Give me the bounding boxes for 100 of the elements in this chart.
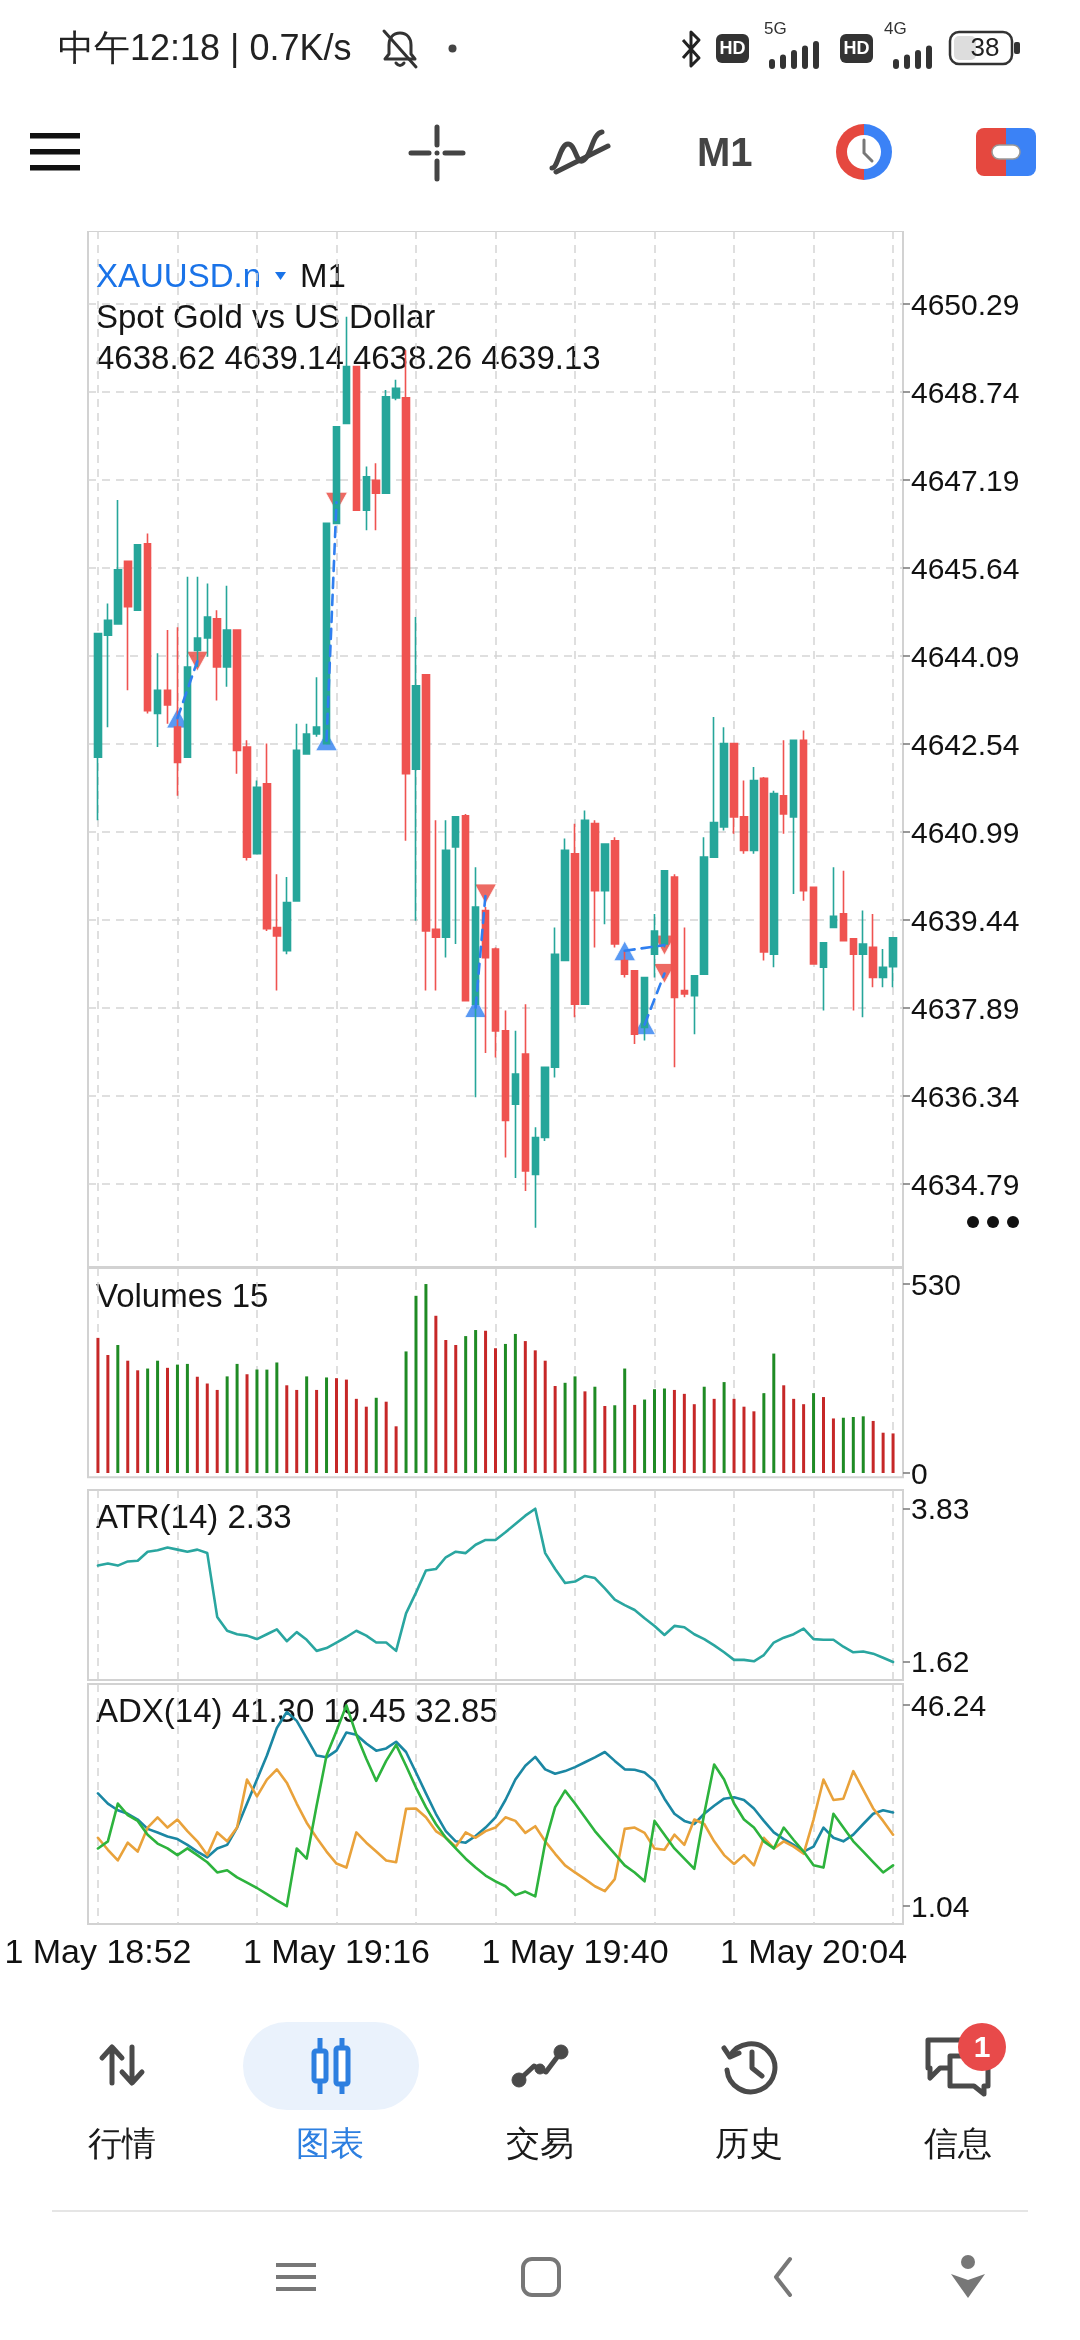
bar: [742, 1406, 746, 1473]
candlestick: [779, 739, 788, 835]
bar: [215, 1389, 219, 1473]
bar: [334, 1378, 338, 1473]
candlestick: [819, 942, 828, 1012]
candlestick: [580, 809, 590, 1005]
y-tick-label: 4647.19: [911, 463, 1020, 497]
bar: [831, 1418, 835, 1473]
candlestick: [371, 462, 381, 531]
bar: [792, 1398, 796, 1473]
bar: [593, 1386, 597, 1473]
candlestick: [222, 584, 232, 688]
bar: [523, 1341, 527, 1473]
candlestick: [212, 609, 222, 702]
candlestick: [193, 575, 202, 668]
y-tick-label: 4642.54: [911, 727, 1020, 761]
candlestick: [620, 950, 629, 979]
bar: [235, 1363, 239, 1473]
bar: [573, 1376, 577, 1473]
candlestick: [441, 819, 451, 959]
y-tick-label: 530: [911, 1267, 962, 1301]
bar: [185, 1363, 189, 1473]
text: 5G: [764, 18, 787, 40]
bar: [603, 1405, 607, 1473]
bar: [325, 1377, 329, 1473]
candlestick: [252, 779, 262, 855]
bar: [513, 1333, 517, 1473]
candlestick: [729, 742, 739, 835]
candlestick: [282, 876, 292, 956]
text: 历史: [715, 2123, 783, 2164]
bar: [851, 1417, 855, 1473]
candlestick: [690, 974, 699, 1036]
bar: [225, 1376, 229, 1473]
bar: [702, 1386, 706, 1473]
bar: [96, 1337, 100, 1473]
candlestick: [759, 776, 769, 962]
bar: [255, 1369, 259, 1473]
bar: [315, 1389, 319, 1473]
bar: [881, 1432, 885, 1473]
candlestick: [421, 674, 431, 992]
candlestick: [521, 1003, 530, 1192]
y-tick-label: 4636.34: [911, 1079, 1020, 1113]
text: Spot Gold vs US Dollar: [96, 297, 437, 337]
bar: [265, 1369, 269, 1473]
bar: [682, 1393, 686, 1473]
bar: [394, 1426, 398, 1473]
bar: [672, 1389, 676, 1473]
candlestick: [203, 582, 212, 658]
bar: [533, 1350, 537, 1473]
chart-title: Volumes 15: [96, 1276, 269, 1316]
candlestick: [292, 722, 301, 902]
x-tick-label: 1 May 20:04: [719, 1932, 908, 1970]
text: 中午12:18 | 0.7K/s: [58, 26, 352, 70]
bar: [732, 1398, 736, 1473]
candlestick: [769, 789, 779, 969]
candlestick: [391, 378, 401, 401]
bar: [712, 1398, 716, 1473]
annotation: M1: [300, 256, 346, 296]
bar: [891, 1433, 895, 1473]
candlestick: [660, 869, 669, 949]
bar: [354, 1398, 358, 1473]
candlestick: [709, 716, 719, 858]
bar: [871, 1420, 875, 1473]
bar: [384, 1401, 388, 1473]
candlestick: [342, 315, 351, 425]
bar: [424, 1284, 428, 1473]
candlestick: [232, 629, 242, 775]
candlestick: [173, 626, 182, 797]
bar: [156, 1360, 160, 1473]
candlestick: [501, 1009, 510, 1159]
bar: [374, 1397, 378, 1473]
candlestick: [511, 1030, 520, 1179]
y-tick-label: 4634.79: [911, 1167, 1020, 1201]
y-tick-label: 3.83: [911, 1492, 970, 1526]
bar: [126, 1360, 130, 1473]
x-tick-label: 1 May 18:52: [4, 1932, 192, 1970]
x-tick-label: 1 May 19:40: [481, 1932, 669, 1970]
candlestick: [699, 836, 709, 975]
candlestick: [461, 813, 470, 1002]
candlestick: [590, 819, 600, 949]
bar: [633, 1404, 637, 1473]
y-tick-label: 4637.89: [911, 991, 1020, 1025]
candlestick: [630, 969, 639, 1045]
text: 图表: [296, 2123, 364, 2164]
y-tick-label: 0: [911, 1456, 928, 1490]
candlestick: [143, 532, 152, 715]
bar: [812, 1393, 816, 1473]
y-tick-label: 4644.09: [911, 639, 1020, 673]
bar: [136, 1370, 140, 1473]
bar: [861, 1416, 865, 1473]
bar: [752, 1411, 756, 1473]
y-tick-label: 4648.74: [911, 375, 1020, 409]
candlestick: [749, 766, 759, 855]
y-tick-label: 4650.29: [911, 287, 1020, 321]
candlestick: [491, 946, 500, 1059]
text: 38: [970, 32, 1000, 64]
bar: [444, 1340, 448, 1473]
bar: [454, 1345, 458, 1473]
bar: [106, 1354, 110, 1473]
candlestick: [302, 722, 311, 755]
